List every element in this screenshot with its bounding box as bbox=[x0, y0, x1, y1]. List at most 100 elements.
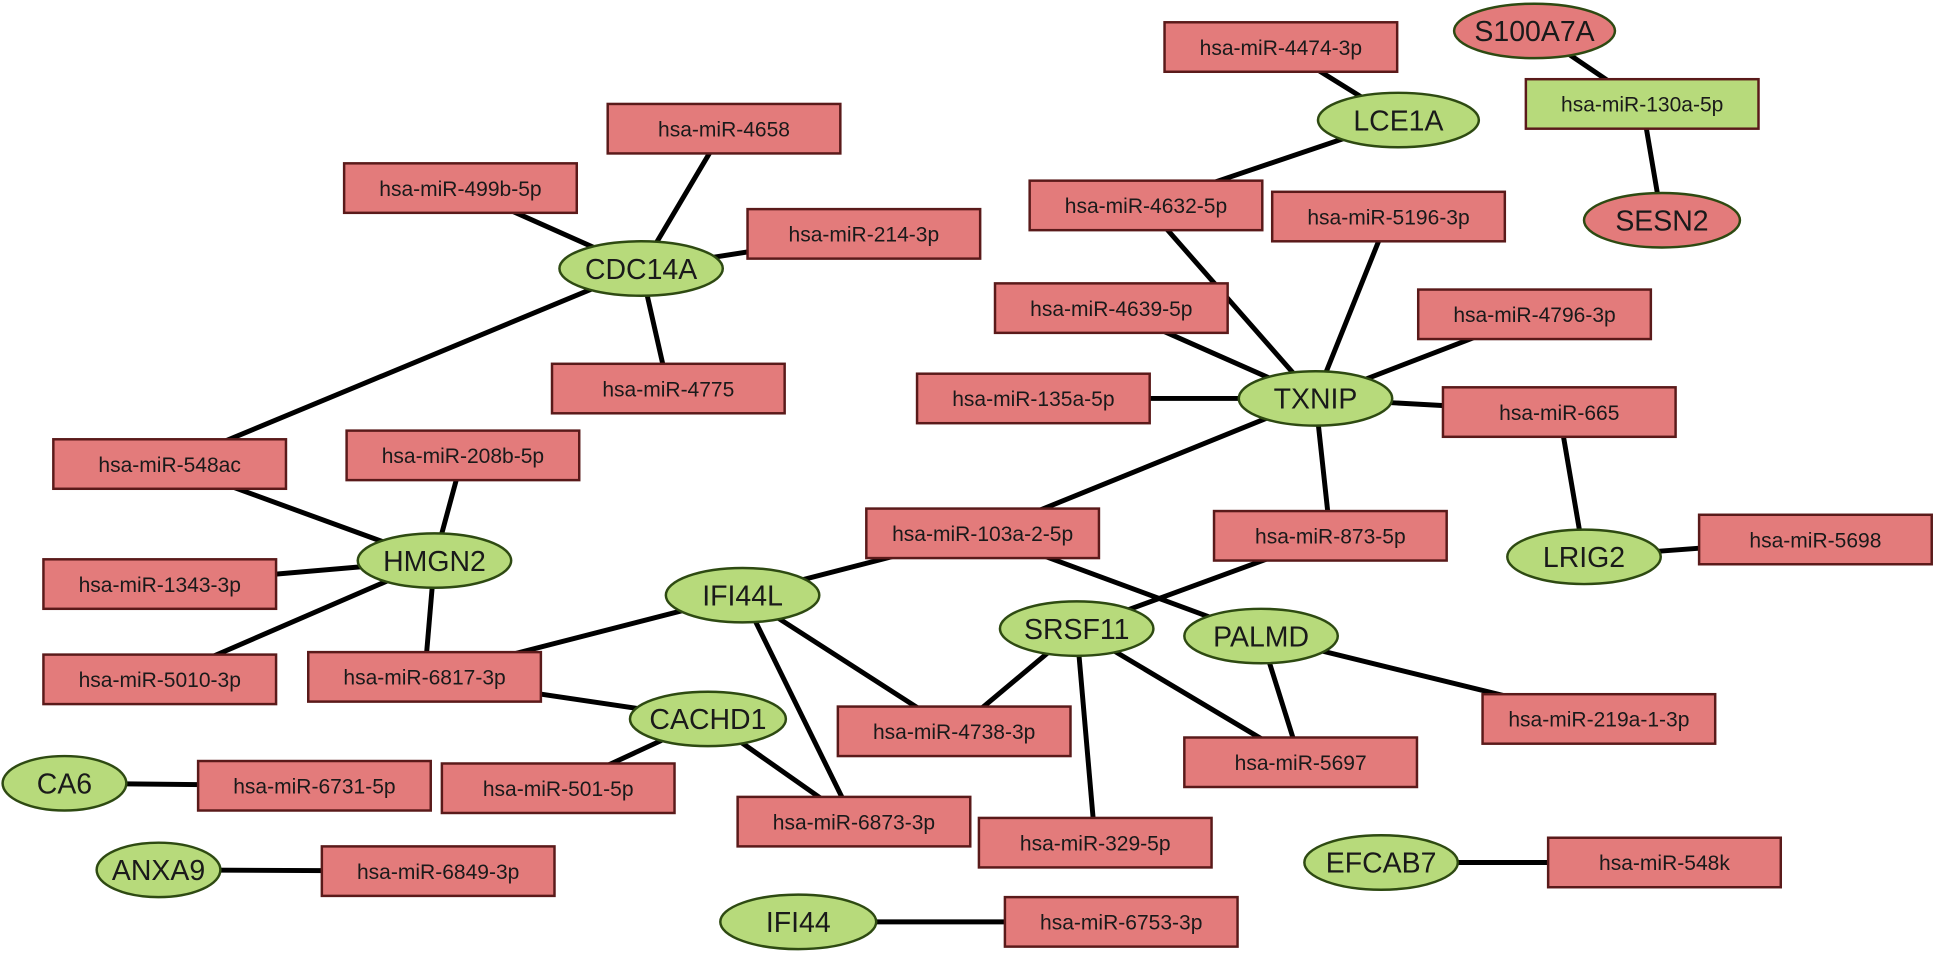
node-s100a7a[interactable]: S100A7A bbox=[1452, 2, 1617, 60]
node-hsa-mir-6817-3p[interactable]: hsa-miR-6817-3p bbox=[307, 650, 543, 703]
node-ifi44[interactable]: IFI44 bbox=[719, 893, 878, 951]
node-hsa-mir-103a-2-5p[interactable]: hsa-miR-103a-2-5p bbox=[865, 507, 1101, 560]
edge-hsa-mir-4632-5p-txnip bbox=[1144, 203, 1318, 401]
gene-ellipse bbox=[1316, 91, 1481, 149]
mirna-box bbox=[977, 816, 1213, 869]
mirna-box bbox=[1697, 513, 1933, 566]
node-sesn2[interactable]: SESN2 bbox=[1582, 191, 1742, 249]
node-hsa-mir-5697[interactable]: hsa-miR-5697 bbox=[1183, 736, 1419, 789]
node-label: S100A7A bbox=[1474, 16, 1594, 48]
node-label: HMGN2 bbox=[383, 546, 486, 578]
node-label: IFI44L bbox=[702, 580, 783, 612]
node-label: hsa-miR-5697 bbox=[1235, 752, 1367, 775]
node-hsa-mir-1343-3p[interactable]: hsa-miR-1343-3p bbox=[42, 558, 278, 611]
node-cachd1[interactable]: CACHD1 bbox=[628, 690, 788, 748]
node-label: hsa-miR-4658 bbox=[658, 118, 790, 141]
node-hsa-mir-5698[interactable]: hsa-miR-5698 bbox=[1697, 513, 1933, 566]
node-ca6[interactable]: CA6 bbox=[1, 754, 128, 812]
node-label: hsa-miR-4474-3p bbox=[1200, 37, 1362, 60]
node-label: hsa-miR-5698 bbox=[1749, 529, 1881, 552]
node-ifi44l[interactable]: IFI44L bbox=[664, 566, 821, 624]
node-label: hsa-miR-6731-5p bbox=[233, 775, 395, 798]
node-label: ANXA9 bbox=[112, 855, 205, 887]
node-hsa-mir-5010-3p[interactable]: hsa-miR-5010-3p bbox=[42, 653, 278, 706]
mirna-box bbox=[746, 207, 982, 260]
node-label: CDC14A bbox=[585, 254, 697, 286]
node-srsf11[interactable]: SRSF11 bbox=[998, 600, 1155, 658]
node-label: hsa-miR-6849-3p bbox=[357, 861, 519, 884]
node-hsa-mir-214-3p[interactable]: hsa-miR-214-3p bbox=[746, 207, 982, 260]
node-hsa-mir-5196-3p[interactable]: hsa-miR-5196-3p bbox=[1270, 190, 1507, 243]
mirna-box bbox=[1416, 288, 1653, 341]
edge-srsf11-hsa-mir-329-5p bbox=[1074, 628, 1098, 843]
node-hsa-mir-4474-3p[interactable]: hsa-miR-4474-3p bbox=[1163, 21, 1399, 74]
gene-ellipse bbox=[1, 754, 128, 812]
node-label: hsa-miR-4639-5p bbox=[1030, 298, 1192, 321]
node-hsa-mir-499b-5p[interactable]: hsa-miR-499b-5p bbox=[342, 162, 579, 215]
node-label: hsa-miR-6817-3p bbox=[343, 667, 505, 690]
mirna-box bbox=[1028, 179, 1264, 232]
mirna-box bbox=[606, 102, 842, 155]
mirna-box bbox=[1270, 190, 1507, 243]
gene-ellipse bbox=[998, 600, 1155, 658]
node-label: LCE1A bbox=[1353, 105, 1443, 137]
node-hsa-mir-329-5p[interactable]: hsa-miR-329-5p bbox=[977, 816, 1213, 869]
mirna-box bbox=[1524, 77, 1760, 130]
node-label: hsa-miR-665 bbox=[1499, 402, 1619, 425]
edge-cdc14a-hsa-mir-548ac bbox=[168, 266, 643, 467]
node-hsa-mir-135a-5p[interactable]: hsa-miR-135a-5p bbox=[915, 372, 1151, 425]
node-hsa-mir-665[interactable]: hsa-miR-665 bbox=[1441, 386, 1677, 439]
node-hsa-mir-208b-5p[interactable]: hsa-miR-208b-5p bbox=[345, 429, 581, 482]
node-hsa-mir-6849-3p[interactable]: hsa-miR-6849-3p bbox=[320, 845, 556, 898]
node-lrig2[interactable]: LRIG2 bbox=[1506, 528, 1662, 586]
mirna-box bbox=[52, 438, 288, 491]
mirna-box bbox=[307, 650, 543, 703]
gene-ellipse bbox=[664, 566, 821, 624]
node-hsa-mir-6731-5p[interactable]: hsa-miR-6731-5p bbox=[196, 759, 432, 812]
node-txnip[interactable]: TXNIP bbox=[1237, 369, 1394, 427]
mirna-box bbox=[836, 705, 1072, 758]
mirna-box bbox=[915, 372, 1151, 425]
gene-ellipse bbox=[719, 893, 878, 951]
node-hsa-mir-219a-1-3p[interactable]: hsa-miR-219a-1-3p bbox=[1481, 692, 1717, 745]
node-hsa-mir-6753-3p[interactable]: hsa-miR-6753-3p bbox=[1003, 895, 1239, 948]
node-label: hsa-miR-548k bbox=[1599, 852, 1730, 875]
mirna-box bbox=[1441, 386, 1677, 439]
mirna-box bbox=[196, 759, 432, 812]
gene-ellipse bbox=[628, 690, 788, 748]
node-label: hsa-miR-1343-3p bbox=[79, 574, 241, 597]
node-hsa-mir-4639-5p[interactable]: hsa-miR-4639-5p bbox=[993, 282, 1229, 335]
node-hsa-mir-4632-5p[interactable]: hsa-miR-4632-5p bbox=[1028, 179, 1264, 232]
node-hsa-mir-548k[interactable]: hsa-miR-548k bbox=[1546, 836, 1783, 889]
node-label: SRSF11 bbox=[1024, 614, 1129, 646]
node-label: CACHD1 bbox=[649, 704, 766, 736]
node-hsa-mir-4658[interactable]: hsa-miR-4658 bbox=[606, 102, 842, 155]
node-hsa-mir-130a-5p[interactable]: hsa-miR-130a-5p bbox=[1524, 77, 1760, 130]
gene-ellipse bbox=[1452, 2, 1617, 60]
node-label: hsa-miR-501-5p bbox=[483, 778, 634, 801]
node-anxa9[interactable]: ANXA9 bbox=[95, 841, 222, 899]
node-lce1a[interactable]: LCE1A bbox=[1316, 91, 1481, 149]
node-hsa-mir-501-5p[interactable]: hsa-miR-501-5p bbox=[440, 762, 676, 815]
node-palmd[interactable]: PALMD bbox=[1183, 607, 1340, 665]
node-hsa-mir-873-5p[interactable]: hsa-miR-873-5p bbox=[1212, 509, 1448, 562]
node-label: hsa-miR-4632-5p bbox=[1065, 195, 1227, 218]
node-hsa-mir-4775[interactable]: hsa-miR-4775 bbox=[550, 362, 786, 415]
node-label: hsa-miR-130a-5p bbox=[1561, 94, 1723, 117]
node-hsa-mir-4738-3p[interactable]: hsa-miR-4738-3p bbox=[836, 705, 1072, 758]
node-cdc14a[interactable]: CDC14A bbox=[558, 240, 725, 297]
node-hsa-mir-6873-3p[interactable]: hsa-miR-6873-3p bbox=[736, 795, 972, 848]
mirna-box bbox=[345, 429, 581, 482]
mirna-box bbox=[1546, 836, 1783, 889]
node-label: hsa-miR-6873-3p bbox=[773, 811, 935, 834]
node-label: hsa-miR-6753-3p bbox=[1040, 912, 1202, 935]
node-hmgn2[interactable]: HMGN2 bbox=[356, 532, 513, 590]
mirna-box bbox=[993, 282, 1229, 335]
node-hsa-mir-4796-3p[interactable]: hsa-miR-4796-3p bbox=[1416, 288, 1653, 341]
node-label: LRIG2 bbox=[1543, 542, 1625, 574]
node-hsa-mir-548ac[interactable]: hsa-miR-548ac bbox=[52, 438, 288, 491]
node-efcab7[interactable]: EFCAB7 bbox=[1303, 834, 1460, 891]
node-label: hsa-miR-135a-5p bbox=[952, 388, 1114, 411]
